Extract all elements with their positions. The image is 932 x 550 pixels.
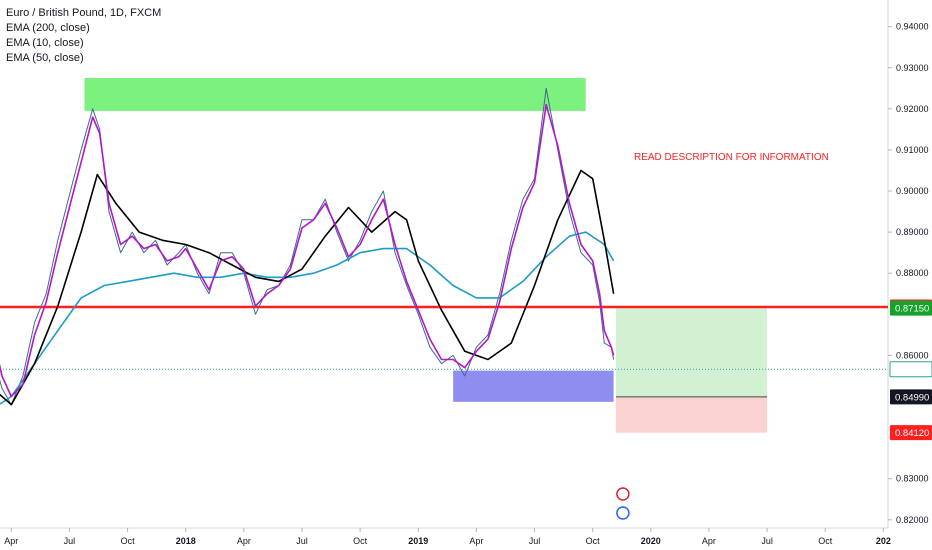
event-flag-icon[interactable] (616, 506, 630, 520)
price-tag (890, 300, 932, 316)
price-tag-label: 0.84120 (895, 428, 929, 439)
y-tick-label: 0.88000 (896, 268, 929, 278)
x-tick-label: Jul (64, 536, 76, 546)
x-tick-label: Jul (296, 536, 308, 546)
series-line-ema-200-close (0, 231, 615, 405)
legend-item-ema-10: EMA (10, close) (6, 37, 84, 49)
legend-item-symbol: Euro / British Pound, 1D, FXCM (6, 7, 162, 19)
annotation-text: READ DESCRIPTION FOR INFORMATION (634, 152, 829, 163)
price-tag-label: 0.87150 (895, 304, 929, 315)
x-tick-label: Apr (469, 536, 483, 546)
y-tick-label: 0.91000 (896, 145, 929, 155)
x-tick-label: Oct (353, 536, 368, 546)
position-target-zone (615, 306, 768, 397)
event-flag-icon[interactable] (616, 487, 630, 501)
y-tick-label: 0.89000 (896, 227, 929, 237)
x-tick-label: Apr (237, 536, 251, 546)
x-tick-label: Oct (586, 536, 601, 546)
support-zone (453, 370, 614, 402)
x-tick-label: 2020 (641, 536, 661, 546)
y-tick-label: 0.82000 (896, 515, 929, 525)
series-line-ema-10-close (0, 103, 615, 398)
y-tick-label: 0.92000 (896, 104, 929, 114)
price-tag (890, 425, 932, 441)
y-tick-label: 0.93000 (896, 63, 929, 73)
price-tag (889, 361, 932, 378)
x-tick-label: Oct (818, 536, 833, 546)
price-tag-label: 0.84990 (895, 392, 929, 403)
x-tick-label: Jul (761, 536, 773, 546)
legend: Euro / British Pound, 1D, FXCM EMA (200,… (6, 6, 161, 66)
legend-item-ema-200: EMA (200, close) (6, 22, 90, 34)
price-tag (890, 389, 932, 405)
legend-item-ema-50: EMA (50, close) (6, 52, 84, 64)
x-tick-label: Apr (4, 536, 18, 546)
x-tick-label: Jul (529, 536, 541, 546)
x-tick-label: Apr (702, 536, 716, 546)
x-tick-label: 202 (876, 536, 891, 546)
x-tick-label: Oct (121, 536, 136, 546)
price-tag (890, 285, 932, 301)
price-tag-label: 0.87509 (895, 289, 929, 300)
price-tag-label: 0.85662 (895, 365, 929, 376)
y-tick-label: 0.90000 (896, 186, 929, 196)
series-line-ema-50-close (0, 169, 615, 406)
x-tick-label: 2018 (176, 536, 196, 546)
position-stop-zone (615, 396, 768, 433)
series-line-euro-british-pound-1d-fxcm (0, 87, 615, 406)
resistance-zone (84, 78, 586, 111)
x-tick-label: 2019 (408, 536, 428, 546)
y-tick-label: 0.83000 (896, 474, 929, 484)
y-tick-label: 0.86000 (896, 350, 929, 360)
y-tick-label: 0.94000 (896, 22, 929, 32)
